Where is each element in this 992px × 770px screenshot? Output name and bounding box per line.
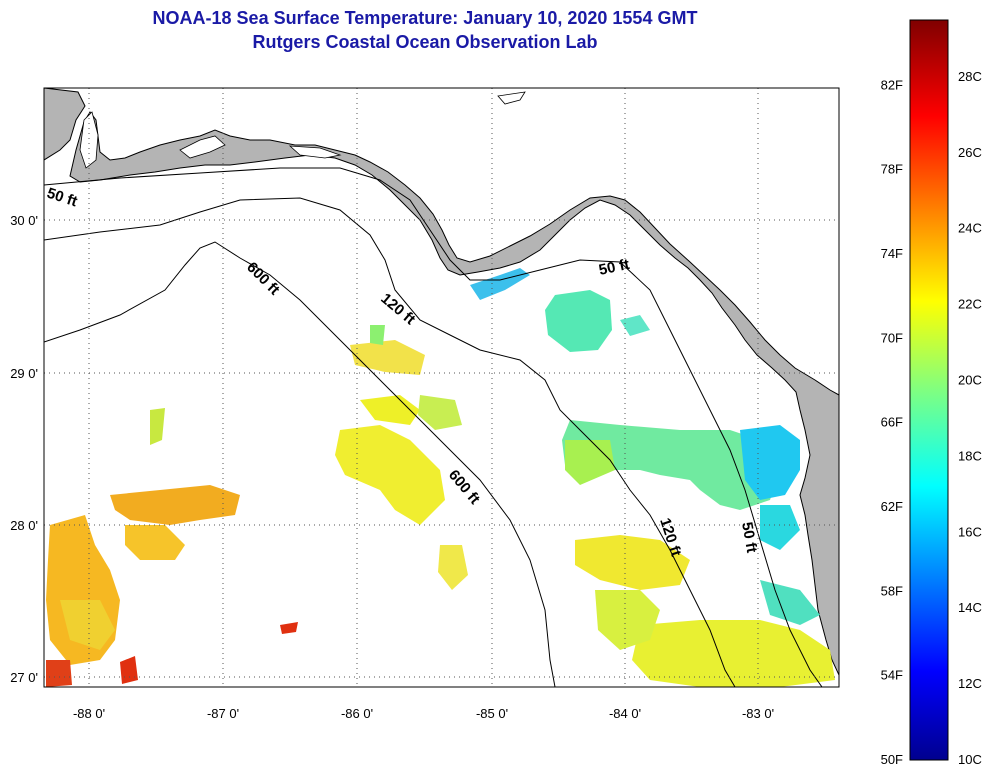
map-area — [44, 88, 839, 687]
latitude-labels: 30 0' 29 0' 28 0' 27 0' — [10, 213, 38, 685]
colorbar-celsius-label: 26C — [958, 145, 982, 160]
colorbar: 82F 78F 74F 70F 66F 62F 58F 54F 50F 28C 26C 24C 22C… — [881, 19, 982, 767]
colorbar-celsius-label: 12C — [958, 676, 982, 691]
colorbar-fahrenheit-label: 50F — [881, 752, 903, 767]
map-subtitle: Rutgers Coastal Ocean Observation Lab — [252, 32, 598, 52]
colorbar-celsius-label: 28C — [958, 69, 982, 84]
lat-tick-label: 27 0' — [10, 670, 38, 685]
contour-label: 50 ft — [597, 256, 631, 279]
sst-data-patches — [46, 268, 835, 687]
map-frame — [43, 87, 840, 688]
colorbar-celsius-label: 24C — [958, 221, 982, 236]
colorbar-celsius-label: 16C — [958, 524, 982, 539]
colorbar-fahrenheit-label: 82F — [881, 77, 903, 92]
lat-tick-label: 28 0' — [10, 518, 38, 533]
colorbar-fahrenheit-label: 74F — [881, 246, 903, 261]
colorbar-fahrenheit-label: 66F — [881, 415, 903, 430]
colorbar-fahrenheit-label: 54F — [881, 668, 903, 683]
lon-tick-label: -84 0' — [609, 706, 641, 721]
colorbar-celsius-label: 20C — [958, 373, 982, 388]
bathymetry-contours — [44, 167, 823, 687]
lon-tick-label: -83 0' — [742, 706, 774, 721]
lon-tick-label: -85 0' — [476, 706, 508, 721]
lon-tick-label: -87 0' — [207, 706, 239, 721]
contour-label: 50 ft — [738, 521, 760, 554]
colorbar-fahrenheit-label: 70F — [881, 330, 903, 345]
lon-tick-label: -88 0' — [73, 706, 105, 721]
colorbar-celsius-label: 22C — [958, 297, 982, 312]
colorbar-fahrenheit-label: 62F — [881, 499, 903, 514]
colorbar-celsius-label: 18C — [958, 448, 982, 463]
inland-bays — [79, 91, 526, 169]
land-florida — [44, 88, 839, 676]
colorbar-celsius-label: 10C — [958, 752, 982, 767]
colorbar-celsius-label: 14C — [958, 600, 982, 615]
lat-tick-label: 29 0' — [10, 366, 38, 381]
colorbar-gradient — [909, 19, 949, 761]
colorbar-fahrenheit-label: 58F — [881, 583, 903, 598]
colorbar-fahrenheit-label: 78F — [881, 162, 903, 177]
ocean-no-data — [44, 88, 839, 687]
lat-tick-label: 30 0' — [10, 213, 38, 228]
lon-tick-label: -86 0' — [341, 706, 373, 721]
map-title: NOAA-18 Sea Surface Temperature: January… — [152, 8, 698, 28]
longitude-labels: -88 0' -87 0' -86 0' -85 0' -84 0' -83 0… — [73, 706, 774, 721]
